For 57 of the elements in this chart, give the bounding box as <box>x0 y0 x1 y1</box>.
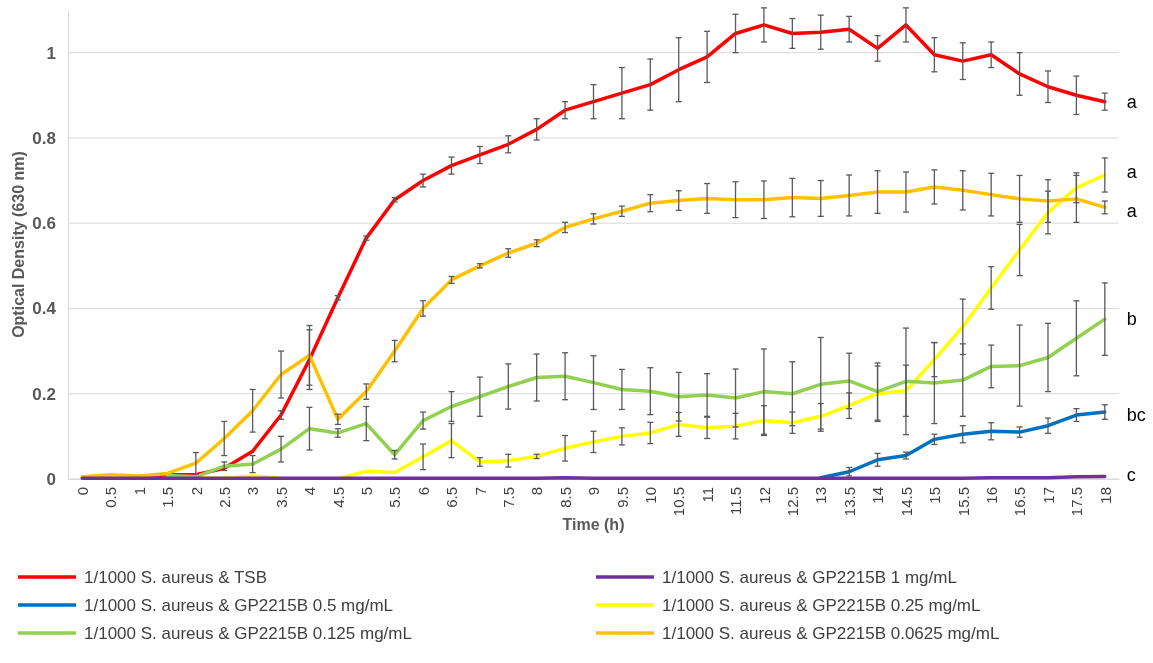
x-tick-label: 16.5 <box>1011 487 1029 517</box>
x-tick-label: 0.5 <box>102 487 120 508</box>
x-tick-label: 10.5 <box>670 487 688 517</box>
y-tick-label: 0.6 <box>32 214 56 234</box>
x-tick-label: 12 <box>755 487 773 504</box>
x-tick-label: 8.5 <box>556 487 574 508</box>
x-tick-label: 8 <box>528 487 546 496</box>
y-tick-label: 1 <box>46 43 56 63</box>
x-tick-label: 6 <box>414 487 432 496</box>
legend-label: 1/1000 S. aureus & TSB <box>84 567 268 587</box>
x-tick-label: 15.5 <box>954 487 972 517</box>
annotation: bc <box>1126 405 1146 426</box>
annotation: c <box>1126 465 1136 486</box>
y-tick-label: 0.4 <box>32 299 57 319</box>
x-tick-label: 17 <box>1039 487 1057 504</box>
legend-label: 1/1000 S. aureus & GP2215B 1 mg/mL <box>662 567 957 587</box>
x-tick-label: 4.5 <box>329 487 347 508</box>
x-tick-label: 9 <box>585 487 603 496</box>
line-series <box>165 317 1107 479</box>
y-tick-label: 0.8 <box>32 128 56 148</box>
x-tick-label: 3 <box>244 487 262 496</box>
x-tick-label: 4 <box>301 487 319 496</box>
x-tick-label: 13 <box>812 487 830 504</box>
x-tick-label: 14 <box>869 487 887 504</box>
legend-label: 1/1000 S. aureus & GP2215B 0.5 mg/mL <box>84 595 394 615</box>
x-tick-label: 7 <box>471 487 489 496</box>
x-tick-label: 14.5 <box>897 487 915 517</box>
annotation: a <box>1126 200 1138 221</box>
x-tick-label: 15 <box>926 487 944 504</box>
x-tick-label: 11 <box>698 487 716 503</box>
x-tick-label: 12.5 <box>784 487 802 517</box>
x-axis-title: Time (h) <box>562 516 625 533</box>
legend-label: 1/1000 S. aureus & GP2215B 0.125 mg/mL <box>84 623 412 643</box>
x-tick-label: 1.5 <box>159 487 177 508</box>
x-tick-label: 3.5 <box>272 487 290 508</box>
x-tick-label: 2.5 <box>215 487 233 508</box>
x-tick-label: 18 <box>1096 487 1114 504</box>
annotation: b <box>1126 309 1137 330</box>
x-tick-label: 6.5 <box>443 487 461 508</box>
x-tick-label: 0 <box>73 487 91 496</box>
x-tick-label: 13.5 <box>840 487 858 517</box>
x-tick-label: 10 <box>642 487 660 504</box>
x-tick-label: 7.5 <box>500 487 518 508</box>
x-tick-label: 5.5 <box>386 487 404 508</box>
x-tick-label: 2 <box>187 487 205 496</box>
x-tick-label: 9.5 <box>613 487 631 508</box>
x-tick-label: 16 <box>982 487 1000 504</box>
legend-label: 1/1000 S. aureus & GP2215B 0.0625 mg/mL <box>662 623 1000 643</box>
x-tick-label: 17.5 <box>1068 487 1086 517</box>
y-tick-label: 0.2 <box>32 384 56 404</box>
x-tick-label: 11.5 <box>727 487 745 516</box>
annotation: a <box>1126 91 1138 112</box>
legend-label: 1/1000 S. aureus & GP2215B 0.25 mg/mL <box>662 595 981 615</box>
y-axis-title: Optical Density (630 nm) <box>10 151 27 338</box>
x-tick-label: 1 <box>130 487 148 496</box>
annotation: a <box>1126 162 1138 183</box>
x-tick-label: 5 <box>358 487 376 496</box>
